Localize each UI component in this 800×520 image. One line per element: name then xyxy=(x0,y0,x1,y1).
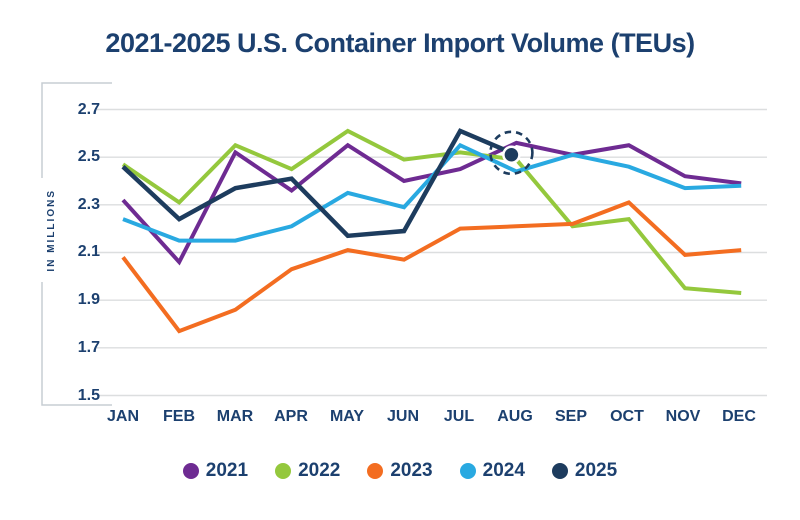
legend-label: 2022 xyxy=(298,460,341,481)
legend-label: 2023 xyxy=(390,460,433,481)
y-axis-tick: 2.3 xyxy=(77,196,100,213)
legend-item-2025: 2025 xyxy=(551,460,618,482)
series-line-2021 xyxy=(121,140,742,266)
series-line-2024 xyxy=(122,142,742,243)
legend-item-2021: 2021 xyxy=(182,460,249,482)
chart-title: 2021-2025 U.S. Container Import Volume (… xyxy=(105,28,695,58)
series-line-2025 xyxy=(121,128,518,239)
x-axis-label-aug: AUG xyxy=(497,408,533,425)
y-axis-tick: 1.9 xyxy=(77,291,100,308)
legend: 2021 2022 2023 2024 2025 xyxy=(0,460,800,482)
y-axis-tick: 1.7 xyxy=(77,339,100,356)
legend-dot-icon xyxy=(551,463,568,479)
legend-dot-icon xyxy=(367,463,384,479)
series-line-2022 xyxy=(121,128,742,296)
legend-item-2024: 2024 xyxy=(459,460,525,482)
highlight-dot xyxy=(502,145,521,165)
x-axis-label-mar: MAR xyxy=(216,408,254,425)
x-axis-label-nov: NOV xyxy=(665,408,701,425)
legend-dot-icon xyxy=(459,463,476,479)
legend-item-2023: 2023 xyxy=(367,460,433,482)
highlight-ring xyxy=(489,130,534,176)
x-axis-label-jul: JUL xyxy=(443,408,475,425)
y-axis-title-text: IN MILLIONS xyxy=(45,188,57,272)
legend-label: 2021 xyxy=(205,460,249,481)
x-axis-label-apr: APR xyxy=(274,408,308,425)
legend-item-2022: 2022 xyxy=(275,460,340,482)
x-axis-label-jan: JAN xyxy=(106,408,139,425)
legend-label: 2025 xyxy=(574,460,618,481)
legend-label: 2024 xyxy=(482,460,525,481)
legend-dot-icon xyxy=(182,463,199,479)
x-axis-label-feb: FEB xyxy=(163,408,195,425)
x-axis-label-dec: DEC xyxy=(722,408,756,425)
y-axis-tick: 2.7 xyxy=(77,101,100,118)
y-axis-title: IN MILLIONS xyxy=(40,135,62,325)
x-axis-label-oct: OCT xyxy=(610,408,644,425)
legend-dot-icon xyxy=(275,463,292,479)
series-line-2023 xyxy=(121,200,742,334)
y-axis-tick: 1.5 xyxy=(77,387,100,404)
x-axis-label-jun: JUN xyxy=(386,408,419,425)
x-axis-labels: JAN FEB MAR APR MAY JUN JUL AUG SEP OCT … xyxy=(95,408,767,426)
x-axis-label-may: MAY xyxy=(329,408,365,425)
x-axis-label-sep: SEP xyxy=(554,408,587,425)
y-axis-tick: 2.5 xyxy=(77,148,100,165)
y-axis-tick: 2.1 xyxy=(77,243,100,260)
